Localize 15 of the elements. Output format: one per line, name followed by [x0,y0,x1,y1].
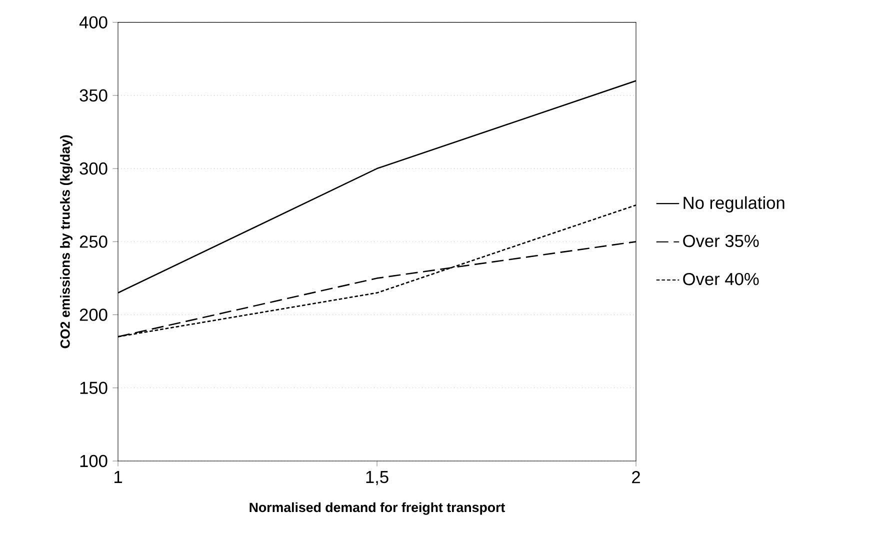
x-axis-title: Normalised demand for freight transport [250,502,506,515]
x-tick-label: 1,5 [366,471,388,486]
y-tick-label: 100 [80,454,108,468]
y-axis-title: CO2 emissions by trucks (kg/day) [60,135,73,348]
y-tick-label: 200 [80,308,108,321]
x-tick-label: 2 [632,471,640,484]
x-tick-label: 1 [114,471,122,483]
y-tick-label: 400 [79,16,108,28]
legend-label: Over 40% [683,272,759,286]
y-tick-label: 350 [80,89,108,102]
legend-label: No regulation [684,196,784,212]
y-tick-label: 150 [80,382,108,394]
y-tick-label: 250 [80,236,108,248]
legend-label: Over 35% [683,234,759,248]
y-tick-label: 300 [80,162,108,175]
